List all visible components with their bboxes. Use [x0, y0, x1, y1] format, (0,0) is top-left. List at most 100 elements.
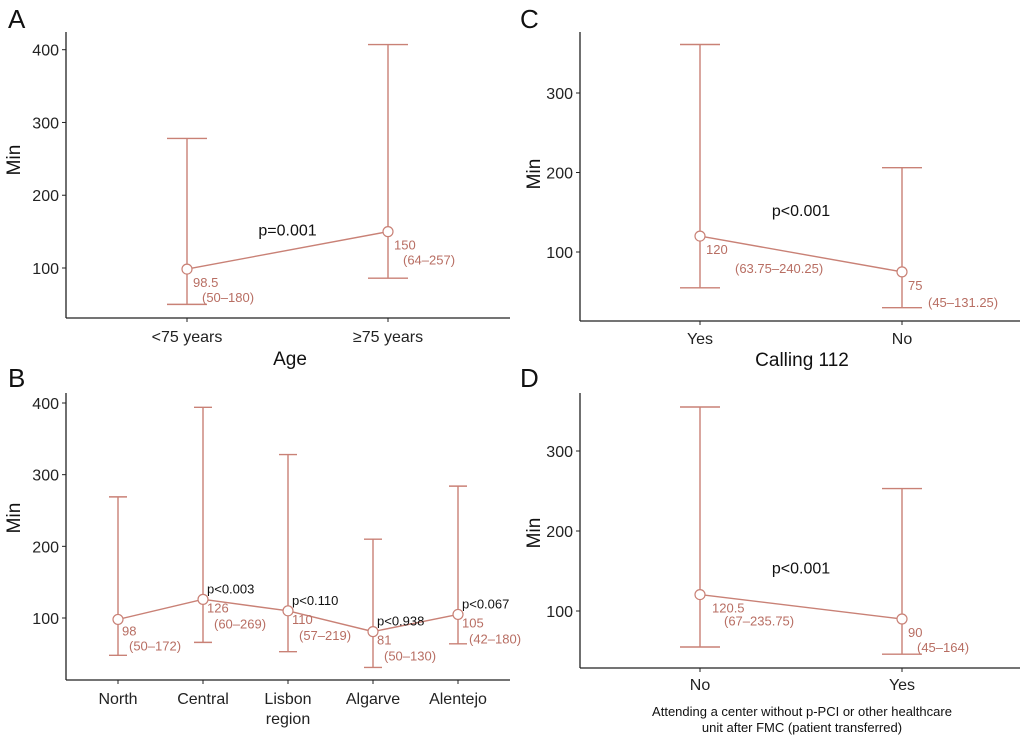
x-axis-title: Age	[273, 349, 307, 370]
x-axis-title-line: unit after FMC (patient transferred)	[702, 720, 902, 735]
x-tick-label-line: Lisbon	[264, 691, 311, 708]
x-tick-label: Yes	[889, 677, 915, 694]
x-axis-title-line: Attending a center without p-PCI or othe…	[652, 704, 952, 719]
value-label-median: 126	[207, 600, 229, 615]
median-line	[699, 593, 903, 620]
x-tick-label-line: ≥75 years	[353, 329, 423, 346]
value-label-median: 75	[908, 278, 922, 293]
value-label-range: (67–235.75)	[724, 614, 794, 629]
p-value-label: p<0.110	[292, 593, 338, 608]
panel-d: D 100 200 300 Min No Yes Attending a center wit…	[520, 363, 1020, 735]
x-tick-label: <75 years	[152, 329, 223, 346]
median-point	[282, 605, 294, 617]
value-label-median: 120.5	[712, 601, 745, 616]
median-point	[694, 588, 706, 601]
panel-c: C 100 200 300 Min Yes No Calling 112 120 (63.75–2…	[520, 4, 1020, 371]
y-tick-label: 100	[546, 604, 573, 621]
y-tick-label: 400	[32, 43, 59, 60]
value-label-range: (57–219)	[299, 628, 351, 643]
value-label-range: (45–131.25)	[928, 295, 998, 310]
x-tick-label-line: <75 years	[152, 329, 223, 346]
value-label-median: 150	[394, 238, 416, 253]
x-tick-label: No	[690, 677, 711, 694]
y-tick-label: 200	[546, 524, 573, 541]
y-tick-label: 300	[546, 86, 573, 103]
x-axis-title-line: Calling 112	[755, 350, 849, 371]
y-tick-label: 200	[32, 539, 59, 556]
x-tick-label: North	[98, 691, 137, 708]
median-point	[896, 613, 908, 625]
median-point	[112, 613, 124, 626]
y-axis-title: Min	[524, 518, 545, 549]
x-axis-title: Attending a center without p-PCI or othe…	[652, 704, 952, 735]
value-label-median: 105	[462, 615, 484, 630]
x-axis-title: Calling 112	[755, 350, 849, 371]
median-line	[186, 230, 389, 270]
value-label-range: (45–164)	[917, 640, 969, 655]
panel-letter: A	[8, 4, 26, 34]
value-label-range: (64–257)	[403, 253, 455, 268]
median-point	[181, 263, 193, 275]
x-tick-label: Algarve	[346, 691, 400, 708]
x-tick-label: Yes	[687, 331, 713, 348]
median-point	[382, 226, 394, 238]
y-tick-label: 200	[546, 166, 573, 183]
x-tick-label: Lisbon region	[264, 691, 311, 728]
median-point	[197, 593, 209, 605]
value-label-median: 98	[122, 623, 136, 638]
x-tick-label-line: Alentejo	[429, 691, 487, 708]
x-tick-label-line: No	[690, 677, 711, 694]
y-axis-title: Min	[524, 159, 545, 190]
panel-letter: C	[520, 4, 539, 34]
x-tick-label-line: Central	[177, 691, 229, 708]
y-axis-title: Min	[4, 145, 25, 176]
value-label-range: (42–180)	[469, 631, 521, 646]
value-label-range: (50–130)	[384, 649, 436, 664]
panel-a: A 100 200 300 400 Min <75 years ≥75 years Age 98.…	[4, 4, 510, 370]
y-tick-label: 300	[32, 115, 59, 132]
y-tick-label: 100	[32, 611, 59, 628]
value-label-range: (63.75–240.25)	[735, 261, 823, 276]
value-label-median: 90	[908, 625, 922, 640]
x-tick-label-line: region	[266, 711, 310, 728]
x-tick-label: ≥75 years	[353, 329, 423, 346]
value-label-range: (50–172)	[129, 638, 181, 653]
y-axis-title: Min	[4, 503, 25, 534]
value-label-median: 98.5	[193, 275, 218, 290]
panel-b: B 100 200 300 400 Min North Central Lisbon region…	[4, 363, 521, 728]
median-point	[896, 266, 908, 278]
y-tick-label: 100	[32, 261, 59, 278]
y-tick-label: 200	[32, 188, 59, 205]
x-tick-label-line: Yes	[687, 331, 713, 348]
value-label-median: 120	[706, 242, 728, 257]
y-tick-label: 100	[546, 245, 573, 262]
x-axis-title-line: Age	[273, 349, 307, 370]
median-line	[699, 235, 903, 273]
x-tick-label-line: North	[98, 691, 137, 708]
value-label-range: (60–269)	[214, 616, 266, 631]
median-point	[452, 608, 464, 621]
y-tick-label: 300	[32, 468, 59, 485]
p-value-label: p<0.001	[772, 203, 830, 220]
x-tick-label: Alentejo	[429, 691, 487, 708]
p-value-label: p<0.003	[207, 581, 254, 596]
value-label-range: (50–180)	[202, 290, 254, 305]
x-tick-label: Central	[177, 691, 229, 708]
x-tick-label: No	[892, 331, 913, 348]
value-label-median: 81	[377, 633, 391, 648]
panel-letter: B	[8, 363, 25, 393]
median-point	[694, 230, 706, 242]
p-value-label: p<0.001	[772, 560, 830, 577]
p-value-label: p<0.067	[462, 596, 509, 611]
median-point	[367, 626, 379, 638]
y-tick-label: 300	[546, 444, 573, 461]
x-tick-label-line: Yes	[889, 677, 915, 694]
x-tick-label-line: Algarve	[346, 691, 400, 708]
panel-letter: D	[520, 363, 539, 393]
value-label-median: 110	[292, 612, 313, 627]
p-value-label: p=0.001	[258, 222, 316, 239]
x-tick-label-line: No	[892, 331, 913, 348]
y-tick-label: 400	[32, 396, 59, 413]
p-value-label: p<0.938	[377, 614, 424, 629]
